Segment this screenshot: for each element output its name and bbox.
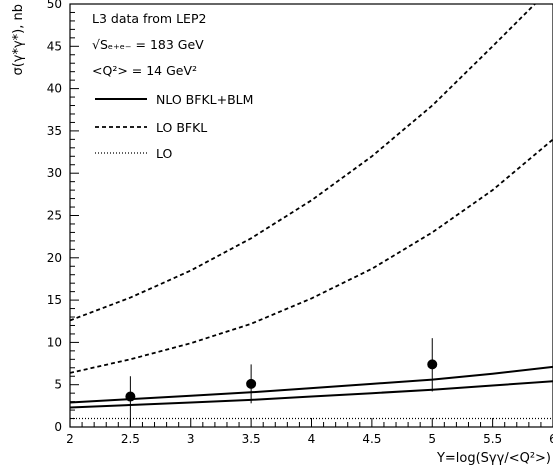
y-tick-label: 20 [47,251,62,265]
annotation-1: L3 data from LEP2 [92,11,206,26]
y-tick-label: 10 [47,335,62,349]
y-tick-label: 35 [47,124,62,138]
y-tick-label: 50 [47,0,62,11]
legend-label-lo-bfkl: LO BFKL [156,120,207,135]
x-tick-label: 3.5 [242,432,261,446]
x-tick-label: 5 [428,432,436,446]
y-tick-label: 0 [54,420,62,434]
x-tick-label: 6 [549,432,553,446]
x-tick-label: 5.5 [483,432,502,446]
x-axis-title: Y=log(Sγγ/<Q²>) [436,451,551,466]
annotation-2: √Sₑ₊ₑ₋ = 183 GeV [92,37,204,52]
y-tick-label: 15 [47,293,62,307]
x-tick-label: 2 [66,432,74,446]
data-point [427,359,438,370]
series-lines [70,4,553,420]
y-tick-label: 25 [47,209,62,223]
series-line-nlo [70,380,553,409]
y-tick-label: 45 [47,39,62,53]
data-points [125,338,438,427]
x-tick-label: 3 [187,432,195,446]
series-line-lo-bfkl [70,138,553,374]
y-axis-title: σ(γ*γ*), nb [11,4,26,76]
x-tick-label: 4.5 [362,432,381,446]
data-point [125,391,136,402]
data-point [246,378,257,389]
legend-label-lo: LO [156,146,173,161]
axis-ticks: 0 5 10 15 20 25 30 35 40 45 50 2 2.5 3 3.5 4 4.5 5 5.5 6 [47,0,553,446]
y-tick-label: 30 [47,166,62,180]
series-line-nlo [70,365,553,404]
y-tick-label: 5 [54,378,62,392]
x-tick-label: 4 [308,432,316,446]
legend: L3 data from LEP2 √Sₑ₊ₑ₋ = 183 GeV <Q²> … [92,11,253,161]
y-tick-label: 40 [47,82,62,96]
annotation-3: <Q²> = 14 GeV² [92,63,197,78]
legend-label-nlo: NLO BFKL+BLM [156,92,253,107]
x-tick-label: 2.5 [121,432,140,446]
